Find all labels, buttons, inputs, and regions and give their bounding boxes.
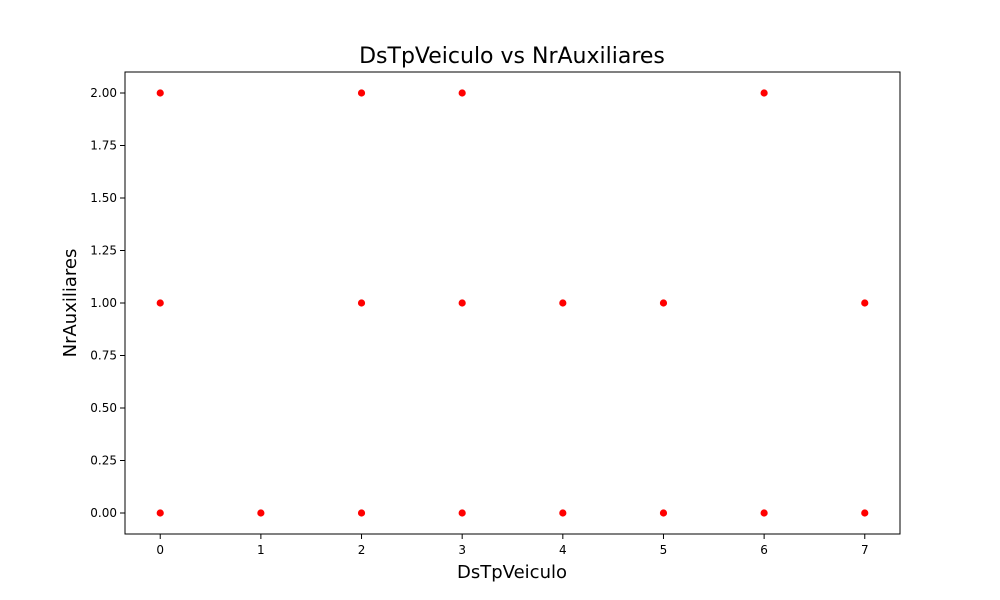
x-tick-label: 0: [156, 543, 164, 557]
scatter-point: [457, 298, 467, 308]
scatter-point: [659, 298, 668, 308]
scatter-point: [155, 298, 165, 308]
y-tick-label: 2.00: [90, 86, 117, 100]
x-tick-label: 2: [358, 543, 366, 557]
y-axis-ticks: 0.00 0.25 0.50 0.75 1.00 1.25 1.50 1.75 2.00: [90, 86, 125, 520]
scatter-point: [659, 508, 668, 518]
data-points: [155, 88, 870, 518]
y-axis-title: NrAuxiliares: [60, 249, 81, 358]
scatter-point: [759, 508, 769, 518]
scatter-point: [860, 298, 870, 308]
x-tick-label: 5: [660, 543, 668, 557]
scatter-point: [357, 88, 366, 98]
y-tick-label: 0.25: [90, 454, 117, 468]
y-tick-label: 0.00: [90, 506, 117, 520]
y-tick-label: 0.75: [90, 349, 117, 363]
chart-title: DsTpVeiculo vs NrAuxiliares: [359, 44, 665, 69]
plot-area: [124, 71, 901, 535]
scatter-point: [860, 508, 870, 518]
x-tick-label: 7: [861, 543, 869, 557]
scatter-point: [155, 88, 165, 98]
scatter-point: [457, 508, 467, 518]
x-tick-label: 1: [257, 543, 265, 557]
x-tick-label: 3: [458, 543, 466, 557]
y-tick-label: 1.75: [90, 139, 117, 153]
scatter-point: [759, 88, 769, 98]
x-tick-label: 6: [760, 543, 768, 557]
scatter-point: [457, 88, 467, 98]
scatter-point: [256, 508, 266, 518]
x-axis-ticks: 0 1 2 3 4 5 6 7: [156, 534, 869, 557]
x-axis-title: DsTpVeiculo: [457, 562, 567, 583]
plot-frame: [124, 71, 901, 535]
y-tick-label: 0.50: [90, 401, 117, 415]
x-tick-label: 4: [559, 543, 567, 557]
scatter-point: [357, 298, 366, 308]
scatter-point: [558, 508, 568, 518]
y-tick-label: 1.00: [90, 296, 117, 310]
scatter-point: [155, 508, 165, 518]
y-tick-label: 1.50: [90, 191, 117, 205]
scatter-point: [558, 298, 568, 308]
y-tick-label: 1.25: [90, 244, 117, 258]
scatter-point: [357, 508, 366, 518]
